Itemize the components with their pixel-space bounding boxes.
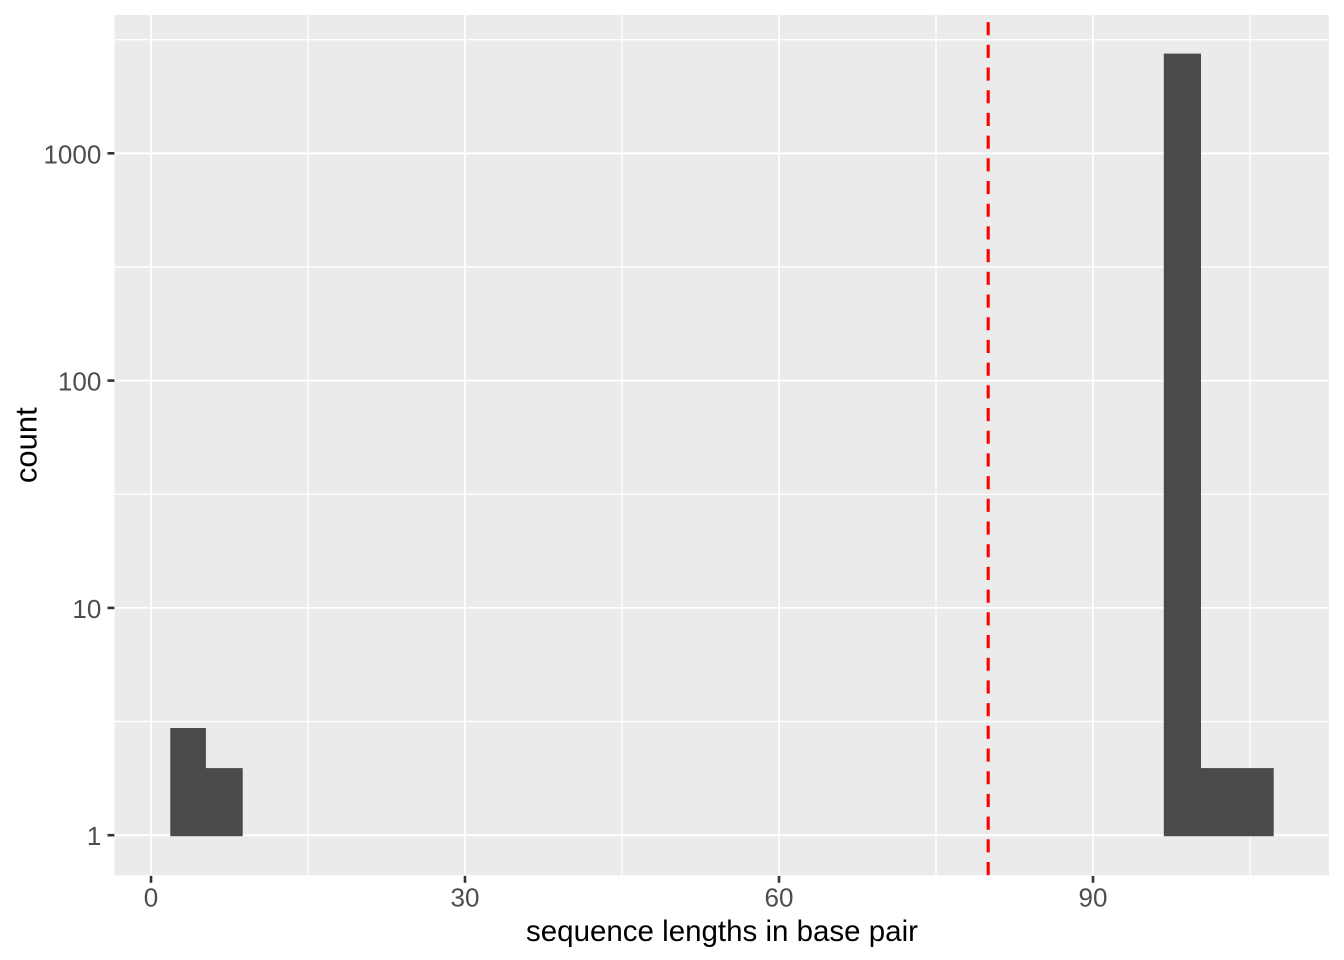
svg-text:100: 100 xyxy=(58,367,101,397)
svg-text:30: 30 xyxy=(451,882,480,912)
svg-text:1: 1 xyxy=(87,821,101,851)
svg-text:60: 60 xyxy=(765,882,794,912)
svg-text:1000: 1000 xyxy=(43,139,101,169)
svg-text:count: count xyxy=(9,407,44,483)
svg-text:sequence lengths in base pair: sequence lengths in base pair xyxy=(526,915,918,948)
svg-text:90: 90 xyxy=(1079,882,1108,912)
svg-text:0: 0 xyxy=(144,882,158,912)
svg-text:10: 10 xyxy=(72,594,101,624)
